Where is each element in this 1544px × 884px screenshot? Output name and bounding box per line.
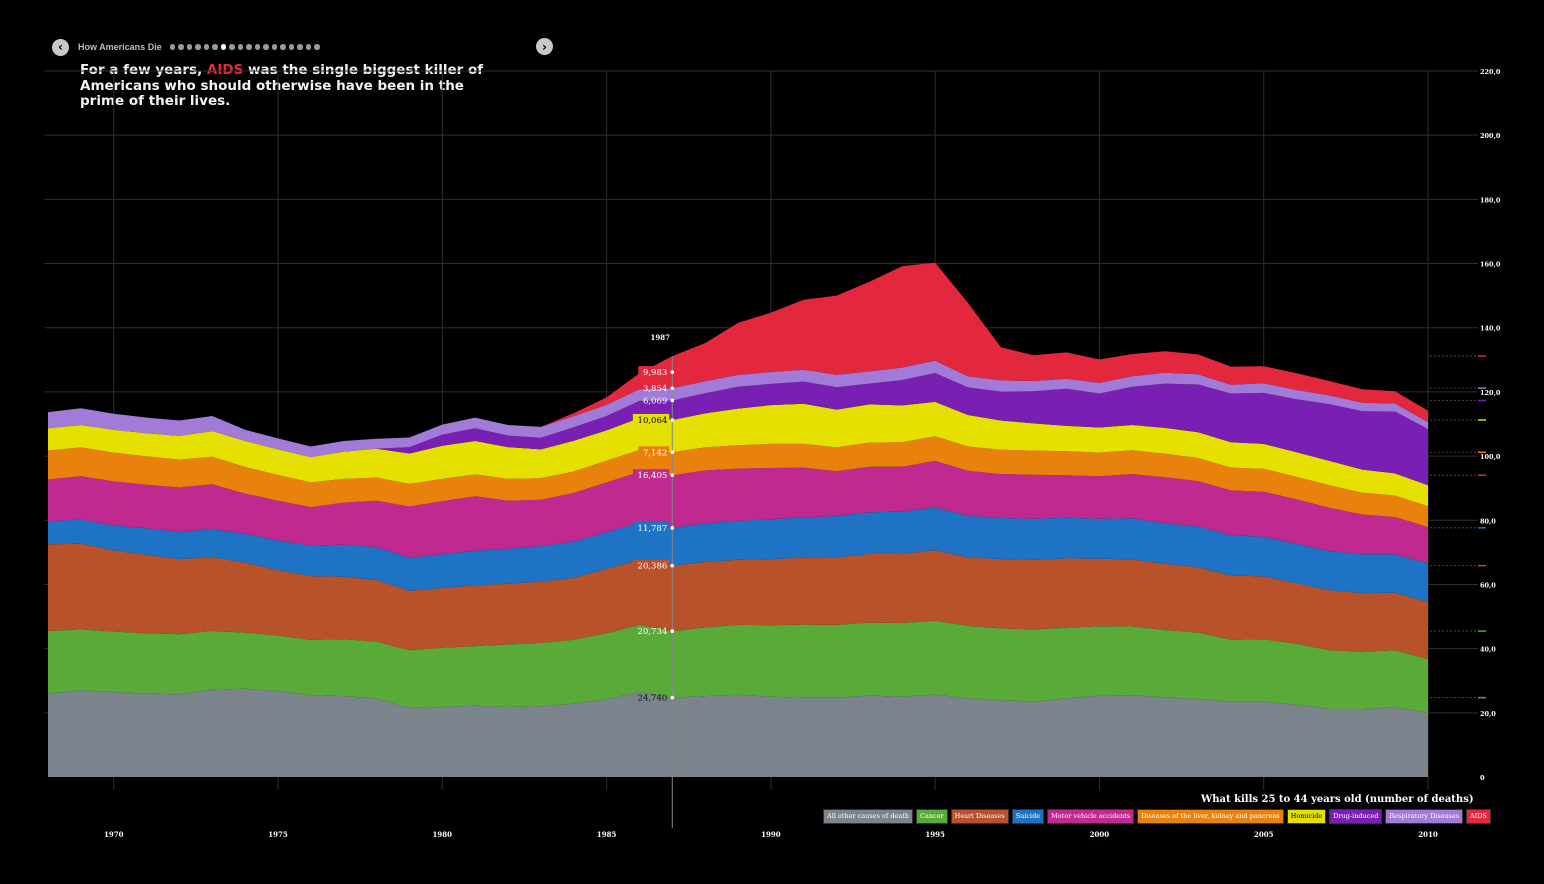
hover-label-bg [632,521,670,533]
legend-item[interactable]: Diseases of the liver, kidney and pancre… [1137,809,1284,824]
y-tick-label: 60,0 [1480,581,1496,589]
x-tick-label: 1970 [104,830,124,839]
y-tick-label: 220,0 [1480,68,1501,76]
legend-item[interactable]: Cancer [916,809,948,824]
slide-dot[interactable] [220,44,227,50]
legend: All other causes of death Cancer Heart Dis… [823,809,1491,824]
hover-label-bg [632,413,670,425]
y-tick-label: 100,0 [1480,453,1501,461]
hover-value-label: 11,787 [638,524,668,534]
headline: For a few years, AIDS was the single big… [80,62,500,110]
hover-value-label: 3,854 [643,384,667,394]
legend-title: What kills 25 to 44 years old (number of… [1201,794,1474,805]
slide-dot[interactable] [280,44,286,50]
slide-dot[interactable] [297,44,303,50]
x-tick-label: 2005 [1254,830,1274,839]
area-suicide [48,507,1428,603]
y-tick-label: 40,0 [1480,646,1496,654]
hover-dot [670,629,675,633]
hover-label-bg [638,446,670,458]
hover-value-label: 6,069 [643,396,667,406]
area-aids [48,262,1428,447]
x-tick-label: 1990 [761,830,781,839]
x-tick-label: 1975 [268,830,288,839]
slide-dot[interactable] [271,44,278,50]
y-tick-label: 120,0 [1480,389,1501,397]
headline-pre: For a few years, [80,62,207,78]
legend-item[interactable]: Motor vehicle accidents [1047,809,1135,824]
hover-dot [670,450,675,455]
hover-value-label: 16,405 [638,471,668,481]
area-diseases-of-the-liver-kidney-and-pancreas [48,436,1428,527]
hover-label-bg [638,366,670,378]
slide-dot[interactable] [288,44,295,50]
hover-label-bg [632,559,670,571]
slide-dot[interactable] [203,44,210,50]
hover-value-label: 20,386 [638,562,668,572]
legend-item[interactable]: Respiratory Diseases [1385,809,1463,824]
legend-item[interactable]: Suicide [1011,809,1045,824]
hover-dot [670,473,675,477]
area-homicide [48,401,1428,507]
area-all-other-causes-of-death [48,688,1428,777]
area-heart-diseases [48,543,1428,660]
y-tick-label: 20,0 [1480,710,1496,718]
hover-dot [670,695,675,700]
x-tick-label: 2000 [1090,830,1110,839]
headline-highlight: AIDS [206,62,244,78]
hover-dot [670,386,675,390]
area-drug-induced [48,373,1428,486]
slide-dots [169,44,320,50]
legend-item[interactable]: Homicide [1286,809,1327,824]
x-tick-label: 1980 [433,830,453,839]
slide-dot[interactable] [212,44,218,50]
slide-dot[interactable] [178,44,184,50]
y-tick-label: 0 [1480,774,1485,782]
legend-item[interactable]: AIDS [1465,809,1491,824]
next-arrow-icon[interactable]: › [536,38,553,55]
slide-dot[interactable] [305,44,312,50]
hover-dot [670,418,675,422]
slide-dot[interactable] [254,44,261,50]
x-tick-label: 1985 [597,830,617,839]
y-tick-label: 140,0 [1480,325,1501,333]
headline-post: was the single biggest killer of America… [80,62,484,109]
story-title: How Americans Die [78,42,162,52]
story-navigation: ‹ How Americans Die [52,38,320,56]
slide-dot[interactable] [246,44,252,50]
slide-dot[interactable] [229,44,235,50]
slide-dot[interactable] [314,44,320,50]
slide-dot[interactable] [169,44,176,50]
y-tick-label: 180,0 [1480,196,1501,204]
slide-dot[interactable] [195,44,201,50]
y-tick-label: 200,0 [1480,132,1501,140]
hover-year: 1987 [651,333,671,342]
hover-value-label: 7,142 [643,448,667,458]
x-tick-label: 2010 [1418,830,1438,839]
area-respiratory-diseases [48,360,1428,458]
legend-item[interactable]: Heart Diseases [950,809,1009,824]
hover-value-label: 20,734 [638,627,668,637]
area-cancer [48,620,1428,713]
y-tick-label: 160,0 [1480,261,1501,269]
y-tick-label: 80,0 [1480,517,1496,525]
hover-value-label: 10,064 [638,416,668,426]
slide-dot[interactable] [186,44,193,50]
legend-item[interactable]: All other causes of death [823,809,914,824]
hover-label-bg [632,469,670,481]
hover-dot [670,370,675,374]
hover-value-label: 9,983 [643,368,667,378]
slide-dot[interactable] [263,44,269,50]
previous-arrow-icon[interactable]: ‹ [52,38,69,56]
area-motor-vehicle-accidents [48,460,1428,564]
slide-dot[interactable] [237,44,244,50]
hover-dot [670,398,675,403]
hover-dot [670,563,675,568]
x-tick-label: 1995 [925,830,945,839]
hover-value-label: 24,740 [638,694,668,704]
legend-item[interactable]: Drug-induced [1329,809,1383,824]
hover-dot [670,526,675,530]
